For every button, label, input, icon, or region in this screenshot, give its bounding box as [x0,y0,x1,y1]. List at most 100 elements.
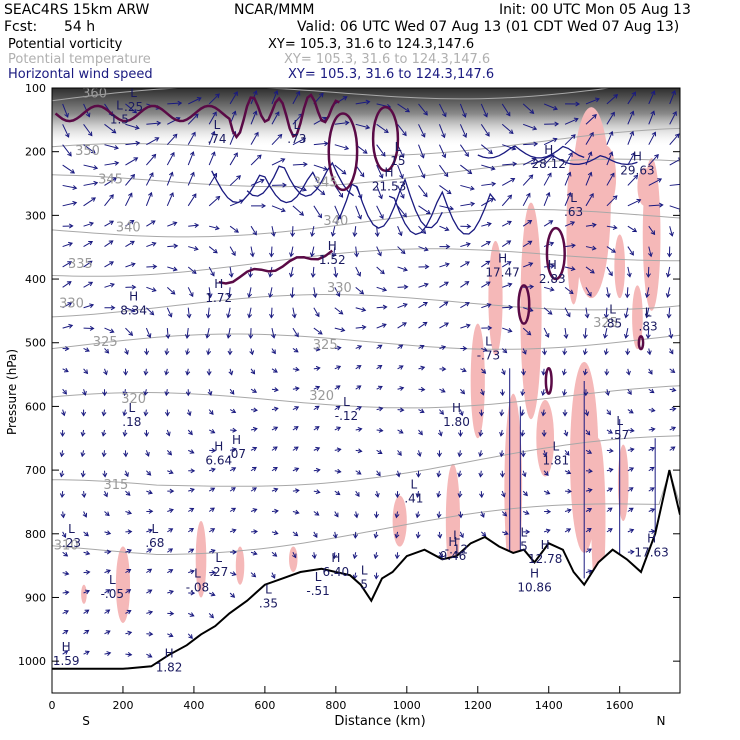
wind-vector-head [357,448,363,454]
wind-vector-head [291,313,297,319]
wind-vector [250,466,257,472]
wind-vector-head [361,307,367,312]
wind-vector [83,571,90,574]
wind-vector [627,429,634,432]
wind-vector [271,388,278,391]
wind-vector-head [147,568,153,574]
wind-vector-head [252,487,257,492]
wind-vector-head [479,493,485,499]
wind-vector [229,409,236,413]
wind-vector-head [443,172,449,178]
wind-vector [522,240,532,247]
wind-vector-head [606,410,611,416]
wind-vector [627,551,634,553]
wind-vector-head [436,493,442,498]
wind-vector-head [521,472,527,478]
wind-vector-head [373,574,379,580]
theta-contour-label: 320 [309,389,334,404]
wind-vector-head [231,467,237,472]
extremum-value: 15 [390,154,405,168]
wind-vector [187,287,194,297]
wind-vector [146,568,152,574]
wind-vector [334,490,340,495]
wind-vector-head [335,292,341,297]
wind-vector-head [268,272,273,278]
wind-vector [270,307,273,318]
wind-vector-head [611,248,616,253]
wind-vector-head [234,228,239,233]
wind-vector [543,192,550,207]
wind-vector-head [271,333,276,339]
wind-vector-head [499,391,505,397]
wind-vector [62,144,72,157]
wind-vector-head [233,152,238,158]
wind-vector [606,287,610,298]
wind-vector-head [301,137,307,142]
x-tick-label: 1000 [393,699,421,712]
wind-vector-head [357,406,362,411]
wind-vector-head [654,153,659,159]
wind-vector [334,164,346,175]
wind-vector-head [126,609,132,615]
wind-vector [355,326,366,329]
wind-vector-head [164,391,170,397]
wind-vector-head [250,369,256,375]
wind-vector [313,205,322,218]
wind-vector [125,220,134,227]
wind-vector-head [584,411,590,417]
wind-vector [104,531,111,535]
wind-vector [187,307,190,318]
wind-vector [439,225,449,231]
wind-vector [460,281,469,288]
wind-vector [584,348,587,355]
wind-vector-head [290,232,296,238]
wind-vector-head [457,452,463,458]
wind-vector-head [66,281,72,286]
wind-vector [523,123,537,130]
wind-vector-head [486,241,491,246]
wind-vector [502,283,512,288]
wind-vector [606,225,617,229]
shade-blob [445,463,461,579]
wind-vector-head [188,430,193,436]
wind-vector [397,185,405,199]
shade-blob [594,145,617,209]
wind-vector [104,327,114,333]
wind-vector [648,508,655,512]
wind-vector [459,409,463,416]
wind-vector [104,511,110,516]
wind-vector [585,246,596,250]
wind-vector-head [562,411,568,417]
wind-vector [584,328,587,339]
wind-vector-head [632,227,638,233]
extremum-kind: H [214,439,223,453]
extremum-value: .85 [603,316,622,330]
wind-vector [229,529,236,533]
wind-vector-head [272,552,278,557]
wind-vector-head [505,111,511,117]
extremum-value: 12.78 [528,552,562,566]
wind-vector [397,225,402,236]
wind-vector-head [168,469,174,475]
wind-vector-head [254,131,259,137]
wind-vector [397,303,408,309]
wind-vector-head [334,512,339,518]
wind-vector [585,307,589,318]
wind-vector-head [444,281,449,287]
wind-vector [83,281,93,288]
wind-vector-head [64,346,70,352]
wind-vector-head [251,572,257,578]
wind-vector-head [399,386,405,391]
wind-vector [208,93,220,105]
wind-vector [188,612,194,617]
wind-vector-head [353,513,359,519]
wind-vector-head [444,262,450,268]
wind-vector-head [423,302,428,307]
wind-vector [669,90,676,105]
wind-vector [480,103,488,117]
wind-vector-head [526,330,532,336]
theta-contour-label: 340 [116,220,141,235]
wind-vector-head [147,653,153,658]
wind-vector [144,409,147,416]
wind-vector [83,511,87,518]
